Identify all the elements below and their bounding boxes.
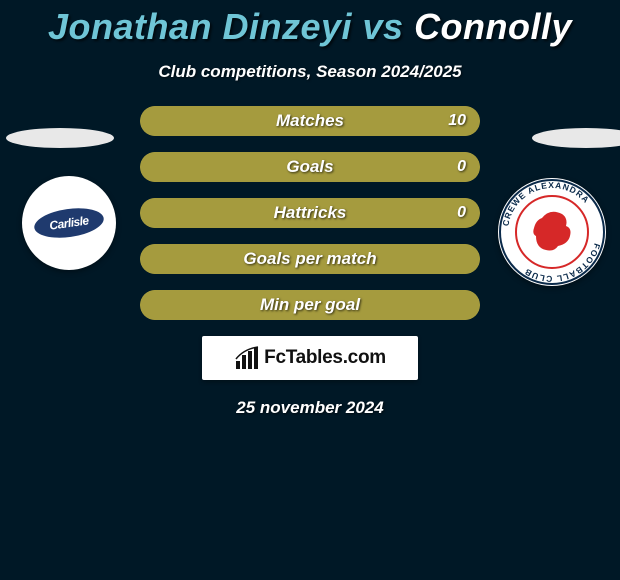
crewe-badge-svg: CREWE ALEXANDRA FOOTBALL CLUB <box>498 178 606 286</box>
stat-label: Hattricks <box>140 198 480 228</box>
brand-text: FcTables.com <box>264 347 386 369</box>
club-badge-left-label: Carlisle <box>32 204 105 241</box>
stat-row: Goals0 <box>140 152 480 182</box>
brand-bars-icon <box>234 345 260 371</box>
brand-card[interactable]: FcTables.com <box>202 336 418 380</box>
stat-label: Matches <box>140 106 480 136</box>
player-left-ellipse <box>6 128 114 148</box>
subtitle: Club competitions, Season 2024/2025 <box>0 62 620 82</box>
stat-value-right: 0 <box>457 198 466 228</box>
stat-label: Goals per match <box>140 244 480 274</box>
stat-value-right: 0 <box>457 152 466 182</box>
stat-label: Goals <box>140 152 480 182</box>
page-title: Jonathan Dinzeyi vs Connolly <box>0 0 620 48</box>
club-badge-right: CREWE ALEXANDRA FOOTBALL CLUB <box>498 178 606 286</box>
stat-row: Hattricks0 <box>140 198 480 228</box>
stat-value-right: 10 <box>448 106 466 136</box>
stat-row: Matches10 <box>140 106 480 136</box>
stat-row: Min per goal <box>140 290 480 320</box>
club-badge-left: Carlisle <box>22 176 116 270</box>
stat-label: Min per goal <box>140 290 480 320</box>
date: 25 november 2024 <box>0 398 620 418</box>
stat-row: Goals per match <box>140 244 480 274</box>
